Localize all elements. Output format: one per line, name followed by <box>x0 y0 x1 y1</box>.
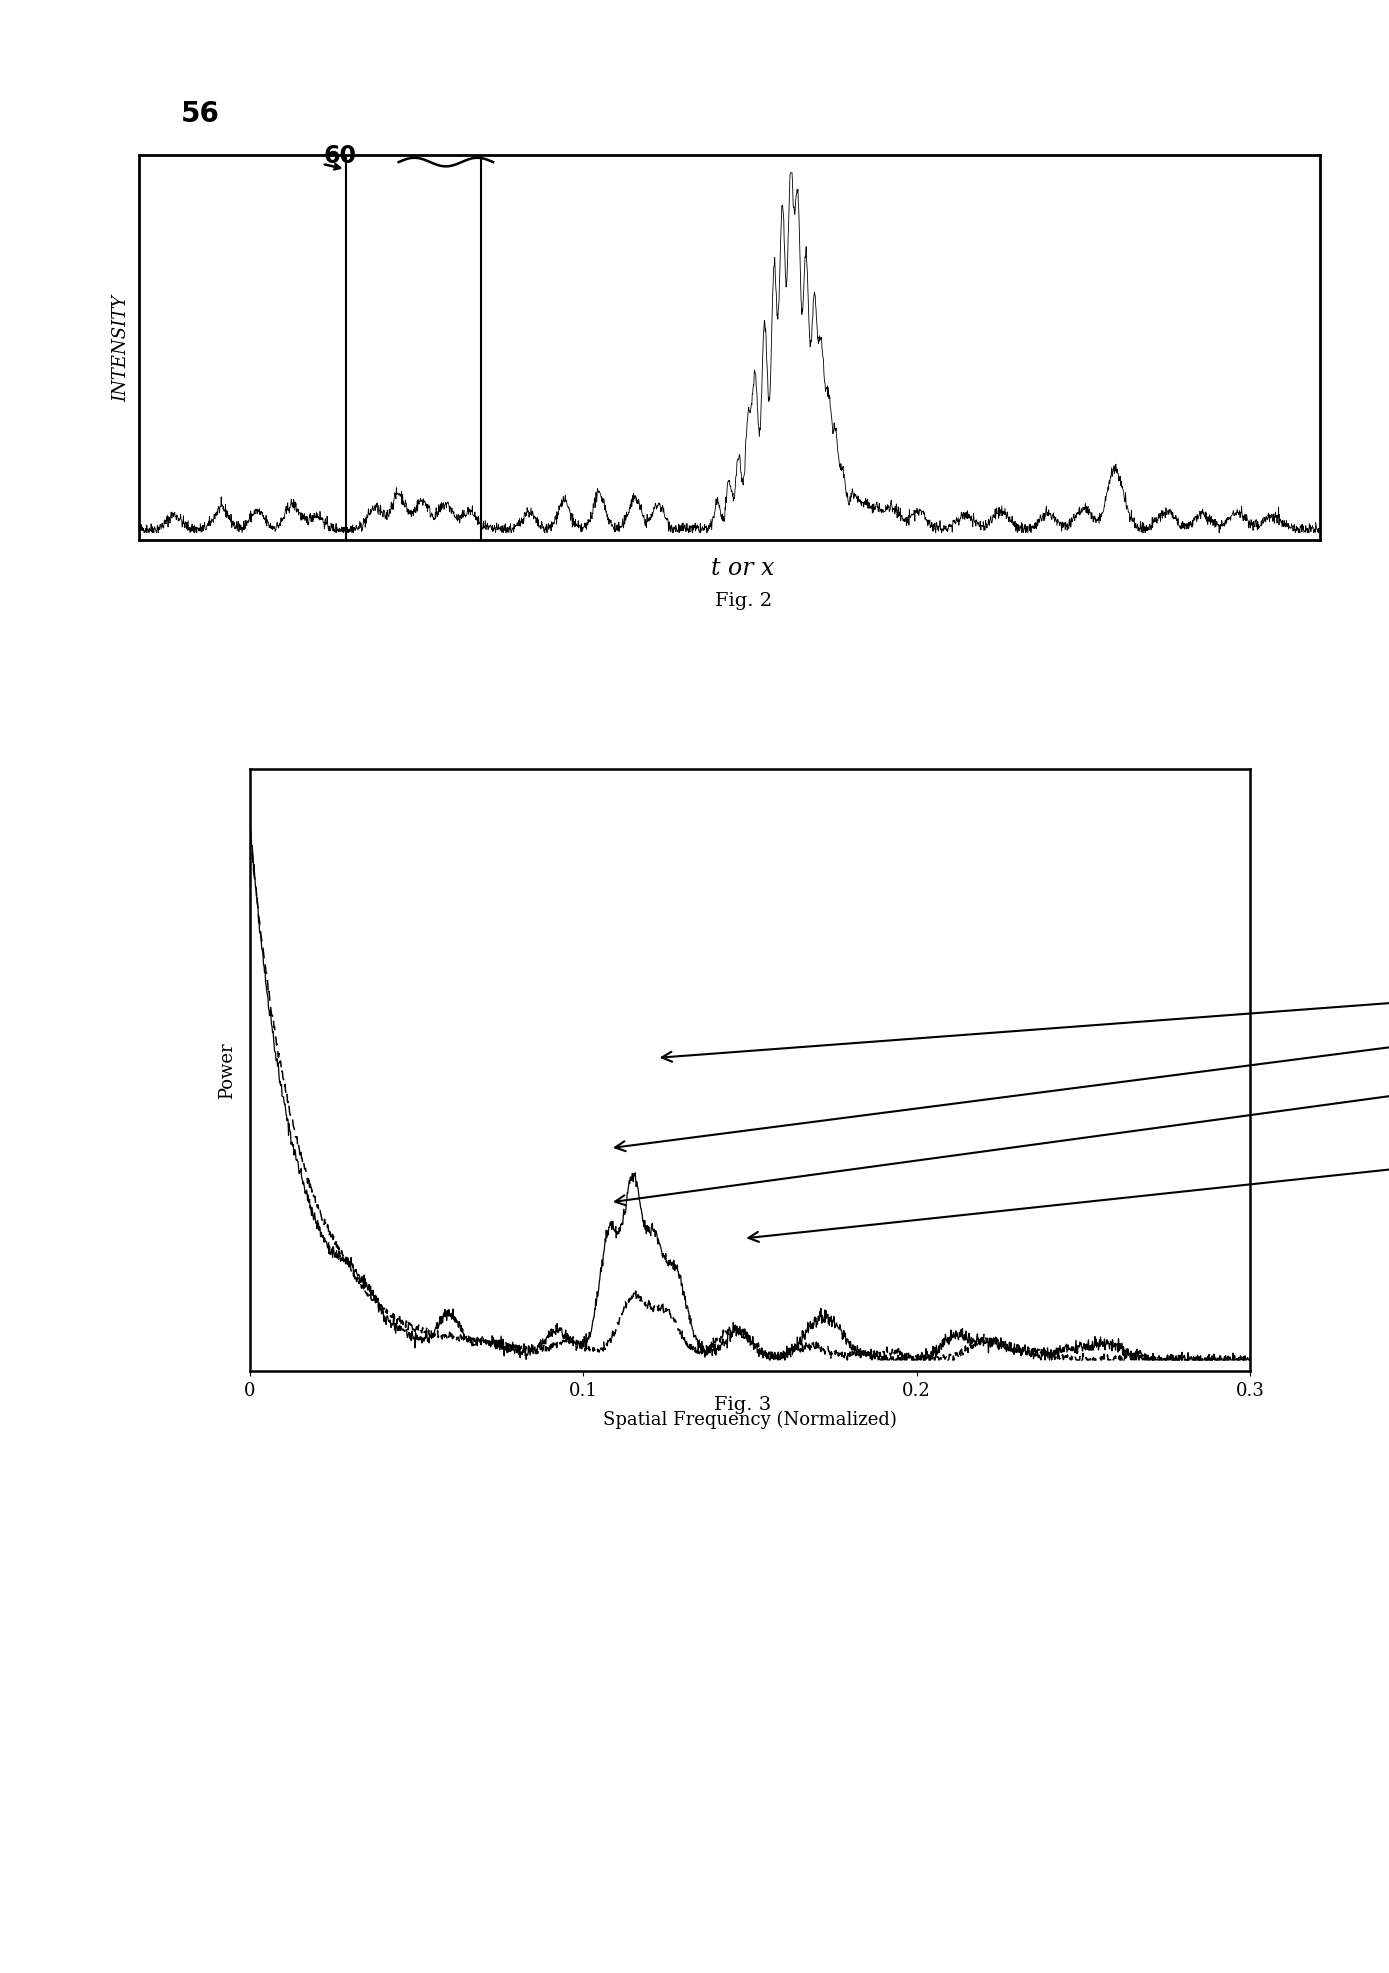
Text: 62: 62 <box>749 1040 1389 1243</box>
Y-axis label: Power: Power <box>218 1042 236 1099</box>
Y-axis label: INTENSITY: INTENSITY <box>113 294 131 402</box>
Text: Fig. 3: Fig. 3 <box>714 1395 772 1413</box>
Text: 66: 66 <box>615 990 1389 1152</box>
Text: 56: 56 <box>181 101 219 128</box>
X-axis label: Spatial Frequency (Normalized): Spatial Frequency (Normalized) <box>603 1411 897 1428</box>
Text: Fig. 2: Fig. 2 <box>714 592 772 610</box>
Text: t or x: t or x <box>711 556 775 580</box>
Text: 86: 86 <box>615 1069 1389 1206</box>
Text: 88: 88 <box>661 931 1389 1061</box>
Text: 60: 60 <box>324 144 357 168</box>
